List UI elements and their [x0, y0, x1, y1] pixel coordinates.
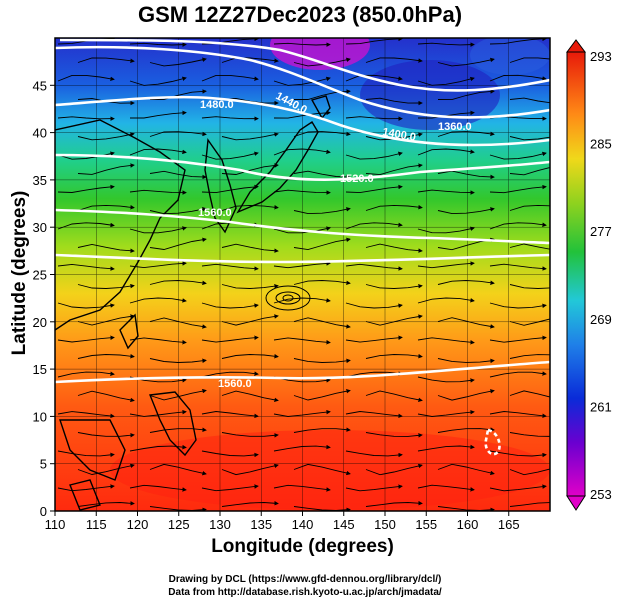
x-tick-label: 135	[250, 517, 272, 532]
x-tick-label: 130	[209, 517, 231, 532]
colorbar-label: 285	[590, 137, 612, 152]
colorbar-labels: 293 285 277 269 261 253	[590, 49, 612, 502]
y-tick-label: 15	[33, 362, 47, 377]
x-tick-label: 140	[292, 517, 314, 532]
y-axis-label: Latitude (degrees)	[9, 190, 30, 356]
x-tick-label: 120	[127, 517, 149, 532]
y-tick-label: 10	[33, 409, 47, 424]
cool-area	[470, 38, 550, 75]
warm-area	[110, 430, 550, 510]
y-tick-label: 40	[33, 126, 47, 141]
y-tick-label: 5	[40, 457, 47, 472]
contour-label: 1360.0	[438, 121, 472, 133]
contour-label: 1400.0	[381, 126, 416, 144]
x-tick-label: 165	[498, 517, 520, 532]
y-tick-label: 25	[33, 268, 47, 283]
x-tick-label: 160	[457, 517, 479, 532]
x-axis-ticks: 110 115 120 125 130 135 140 145 150 155 160 165	[45, 511, 520, 532]
cold-area	[360, 60, 500, 130]
vortex	[265, 285, 311, 311]
chart-title: GSM 12Z27Dec2023 (850.0hPa)	[137, 2, 463, 27]
contour-label: 1560.0	[198, 207, 232, 219]
cold-core	[270, 38, 370, 70]
contour-label: 1560.0	[218, 378, 252, 390]
x-axis-label: Longitude (degrees)	[211, 536, 394, 557]
contour-label: 1480.0	[200, 99, 234, 111]
credit-drawing: Drawing by DCL (https://www.gfd-dennou.o…	[168, 574, 442, 585]
colorbar-label: 293	[590, 49, 612, 64]
y-tick-label: 35	[33, 173, 47, 188]
credit-data: Data from http://database.rish.kyoto-u.a…	[168, 587, 442, 598]
x-tick-label: 155	[415, 517, 437, 532]
colorbar-label: 261	[590, 399, 612, 414]
contour-label: 1520.0	[340, 173, 374, 185]
x-tick-label: 125	[168, 517, 190, 532]
y-tick-label: 45	[33, 78, 47, 93]
x-tick-label: 150	[374, 517, 396, 532]
y-tick-label: 20	[33, 315, 47, 330]
colorbar-label: 269	[590, 312, 612, 327]
y-axis-ticks: 0 5 10 15 20 25 30 35 40 45	[33, 78, 55, 519]
height-contours	[55, 38, 550, 456]
colorbar-label: 253	[590, 487, 612, 502]
colorbar-bottom-arrow	[566, 495, 586, 511]
x-tick-label: 145	[333, 517, 355, 532]
colorbar-label: 277	[590, 224, 612, 239]
grid-lines	[55, 38, 550, 511]
x-tick-label: 115	[86, 517, 107, 532]
colorbar-top-arrow	[566, 39, 586, 53]
y-tick-label: 0	[40, 504, 47, 519]
x-tick-label: 110	[45, 517, 66, 532]
y-tick-label: 30	[33, 220, 47, 235]
colorbar: 293 285 277 269 261 253	[566, 39, 612, 511]
colorbar-fill	[566, 51, 586, 497]
